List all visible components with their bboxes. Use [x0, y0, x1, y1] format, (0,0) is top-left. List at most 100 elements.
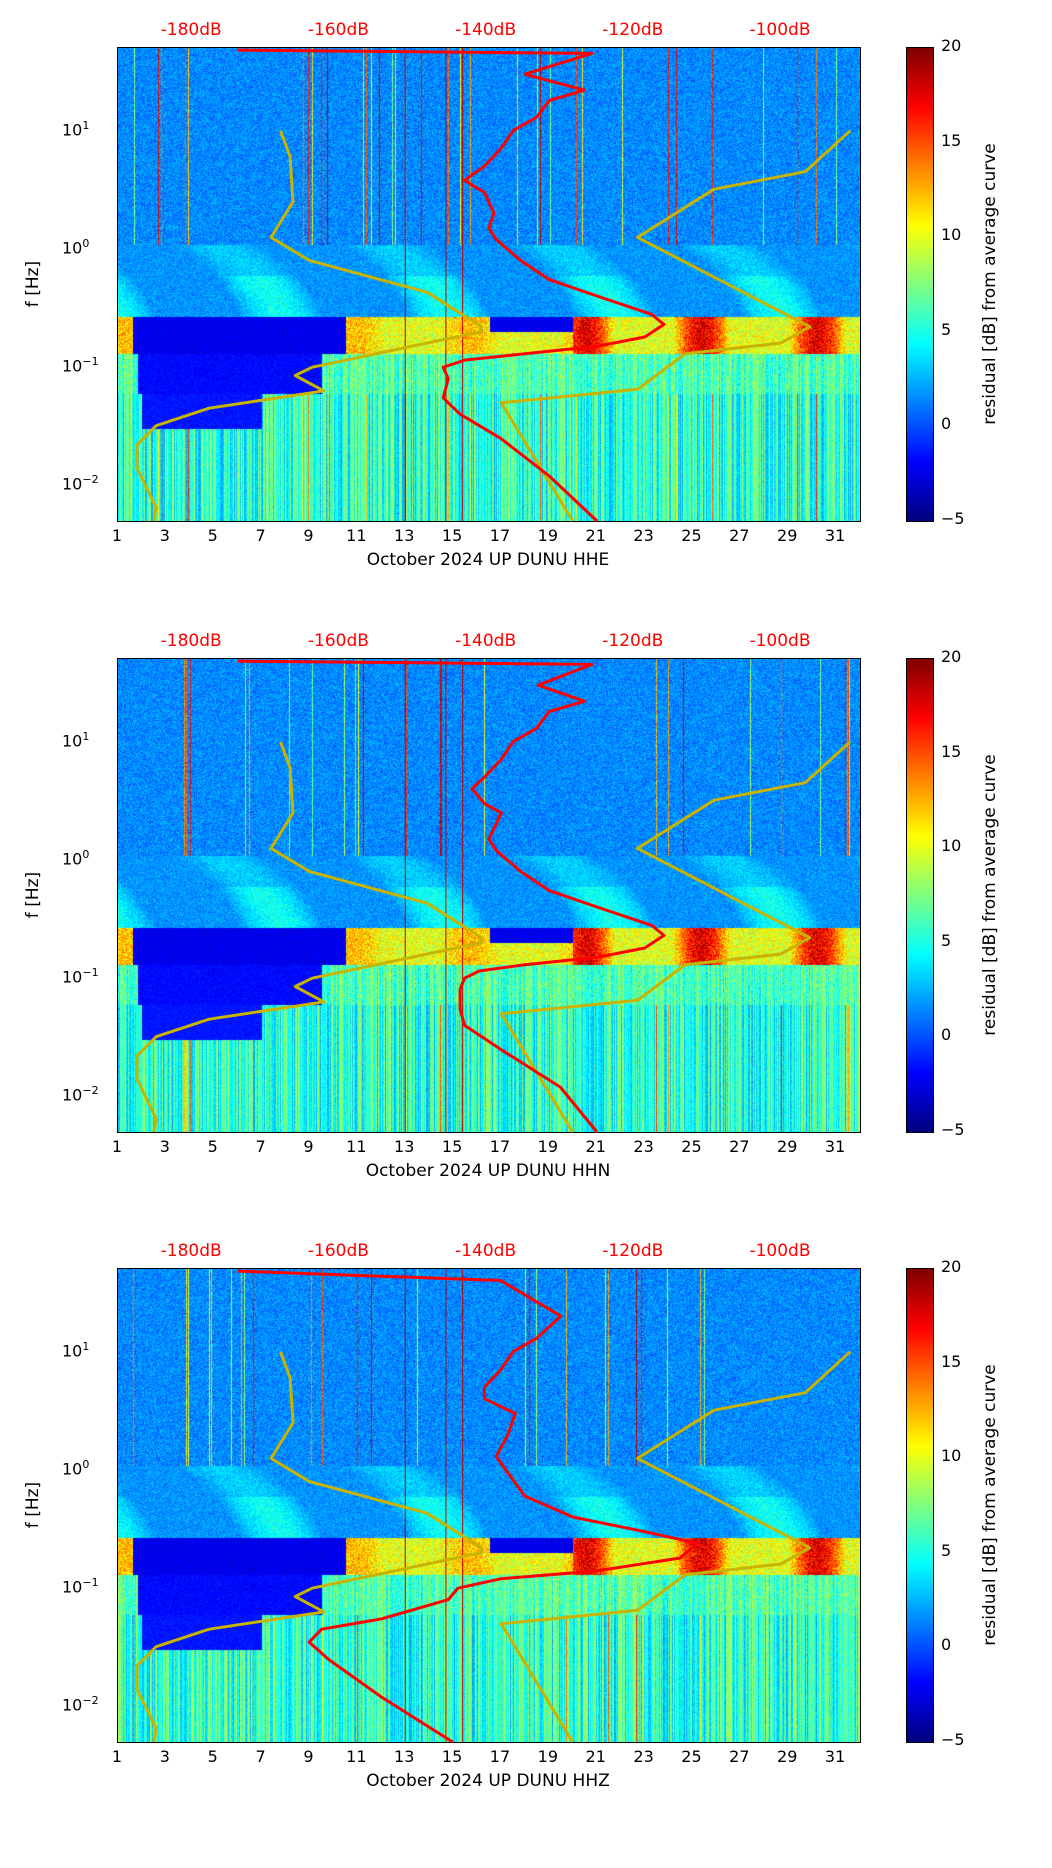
y-tick-exponent: 1	[82, 1339, 90, 1353]
x-tick-label: 1	[111, 1137, 123, 1156]
spectrogram-panel-1: 101 100 10−1 10−2 1 3 5 7 9 11 13 15 17 19 21 23 25 27 29 3…	[0, 631, 1052, 1258]
nhnm-curve	[499, 129, 852, 522]
db-tick-label: -120dB	[602, 631, 664, 651]
x-tick-label: 17	[489, 1137, 511, 1156]
colorbar-tick-label: 10	[941, 1446, 962, 1466]
x-tick-label: 17	[489, 526, 511, 545]
x-tick-label: 5	[207, 1747, 218, 1766]
overlay-curves	[135, 48, 852, 523]
y-tick-base: 10	[62, 1695, 83, 1715]
y-tick-base: 10	[62, 1577, 83, 1597]
x-axis-label: October 2024 UP DUNU HHZ	[366, 1771, 610, 1791]
overlay-curves	[135, 659, 852, 1133]
colorbar-tick-label: 10	[941, 836, 962, 856]
y-tick-exponent: −1	[82, 966, 99, 980]
y-tick-exponent: −2	[82, 473, 99, 487]
x-tick-label: 9	[303, 1137, 314, 1156]
spectrogram-plot-area	[117, 1268, 861, 1744]
median-psd-curve	[237, 48, 666, 523]
y-tick-label: 10−2	[62, 1694, 99, 1714]
db-tick-label: -100dB	[749, 631, 811, 651]
colorbar-tick-label: 15	[941, 741, 962, 761]
x-tick-label: 21	[585, 1747, 606, 1766]
x-tick-label: 23	[633, 1747, 654, 1766]
colorbar-label: residual [dB] from average curve	[980, 753, 1000, 1036]
y-tick-exponent: 0	[82, 847, 90, 861]
x-tick-label: 29	[777, 1137, 798, 1156]
x-tick-label: 15	[441, 1747, 463, 1766]
colorbar-tick-label: 0	[941, 414, 952, 434]
y-tick-base: 10	[62, 474, 83, 494]
db-tick-label: -140dB	[455, 631, 517, 651]
db-tick-label: -160dB	[307, 631, 369, 651]
nlnm-curve	[135, 130, 483, 522]
median-psd-curve	[237, 1269, 699, 1744]
db-tick-label: -100dB	[749, 1241, 811, 1261]
colorbar-tick-label: 0	[941, 1025, 952, 1045]
x-tick-label: 3	[159, 1747, 170, 1766]
x-tick-label: 5	[207, 526, 218, 545]
db-tick-label: -140dB	[455, 20, 517, 40]
y-axis-label: f [Hz]	[23, 871, 43, 918]
x-tick-label: 9	[303, 1747, 314, 1766]
x-tick-label: 23	[633, 1137, 654, 1156]
colorbar-label: residual [dB] from average curve	[980, 142, 1000, 425]
colorbar-tick-label: 5	[941, 930, 952, 950]
y-tick-exponent: −2	[82, 1084, 99, 1098]
db-tick-label: -120dB	[602, 20, 664, 40]
colorbar-tick-label: −5	[941, 509, 965, 528]
colorbar-tick-label: 20	[941, 647, 962, 666]
spectrogram-heatmap	[118, 48, 860, 521]
y-tick-exponent: −2	[82, 1694, 99, 1708]
y-tick-exponent: 0	[82, 236, 90, 250]
y-tick-label: 100	[62, 848, 89, 868]
y-tick-label: 10−1	[62, 966, 99, 986]
x-tick-label: 11	[346, 1747, 367, 1766]
y-tick-base: 10	[62, 730, 83, 750]
y-tick-base: 10	[62, 238, 83, 258]
x-tick-label: 19	[537, 1137, 559, 1156]
db-tick-label: -140dB	[455, 1241, 517, 1261]
y-tick-label: 10−2	[62, 473, 99, 493]
y-tick-label: 101	[62, 730, 89, 750]
x-tick-label: 7	[255, 1137, 266, 1156]
colorbar-tick-label: 20	[941, 1257, 962, 1276]
x-axis-label: October 2024 UP DUNU HHN	[365, 1161, 611, 1181]
colorbar-label: residual [dB] from average curve	[980, 1363, 1000, 1646]
median-psd-curve	[237, 659, 666, 1133]
x-tick-label: 23	[633, 526, 654, 545]
y-tick-label: 10−1	[62, 355, 99, 375]
x-tick-label: 31	[824, 526, 846, 545]
y-tick-label: 10−2	[62, 1084, 99, 1104]
x-tick-label: 13	[394, 1747, 415, 1766]
y-tick-base: 10	[62, 1459, 83, 1479]
x-tick-label: 25	[681, 526, 702, 545]
db-tick-label: -180dB	[160, 20, 222, 40]
x-tick-label: 19	[537, 1747, 559, 1766]
x-tick-label: 25	[681, 1747, 702, 1766]
y-tick-base: 10	[62, 1085, 83, 1105]
y-tick-base: 10	[62, 1340, 83, 1360]
x-tick-label: 21	[585, 1137, 606, 1156]
spectrogram-plot-area	[117, 47, 861, 523]
x-tick-label: 27	[729, 1137, 750, 1156]
x-tick-label: 21	[585, 526, 606, 545]
y-tick-base: 10	[62, 119, 83, 139]
nlnm-curve	[135, 741, 483, 1133]
nlnm-curve	[135, 1351, 483, 1743]
spectrogram-heatmap	[118, 1269, 860, 1742]
x-tick-label: 27	[729, 526, 750, 545]
nhnm-curve	[499, 1350, 852, 1743]
y-axis-label: f [Hz]	[23, 260, 43, 307]
x-axis-label: October 2024 UP DUNU HHE	[366, 550, 610, 570]
x-tick-label: 29	[777, 1747, 798, 1766]
x-tick-label: 19	[537, 526, 559, 545]
y-tick-base: 10	[62, 356, 83, 376]
colorbar-tick-label: 5	[941, 319, 952, 339]
y-tick-label: 101	[62, 119, 89, 139]
x-tick-label: 25	[681, 1137, 702, 1156]
x-tick-label: 7	[255, 1747, 266, 1766]
spectrogram-panel-2: 101 100 10−1 10−2 1 3 5 7 9 11 13 15 17 19 21 23 25 27 29 3…	[0, 1241, 1052, 1868]
y-tick-exponent: 1	[82, 118, 90, 132]
colorbar-tick-label: 20	[941, 36, 962, 55]
